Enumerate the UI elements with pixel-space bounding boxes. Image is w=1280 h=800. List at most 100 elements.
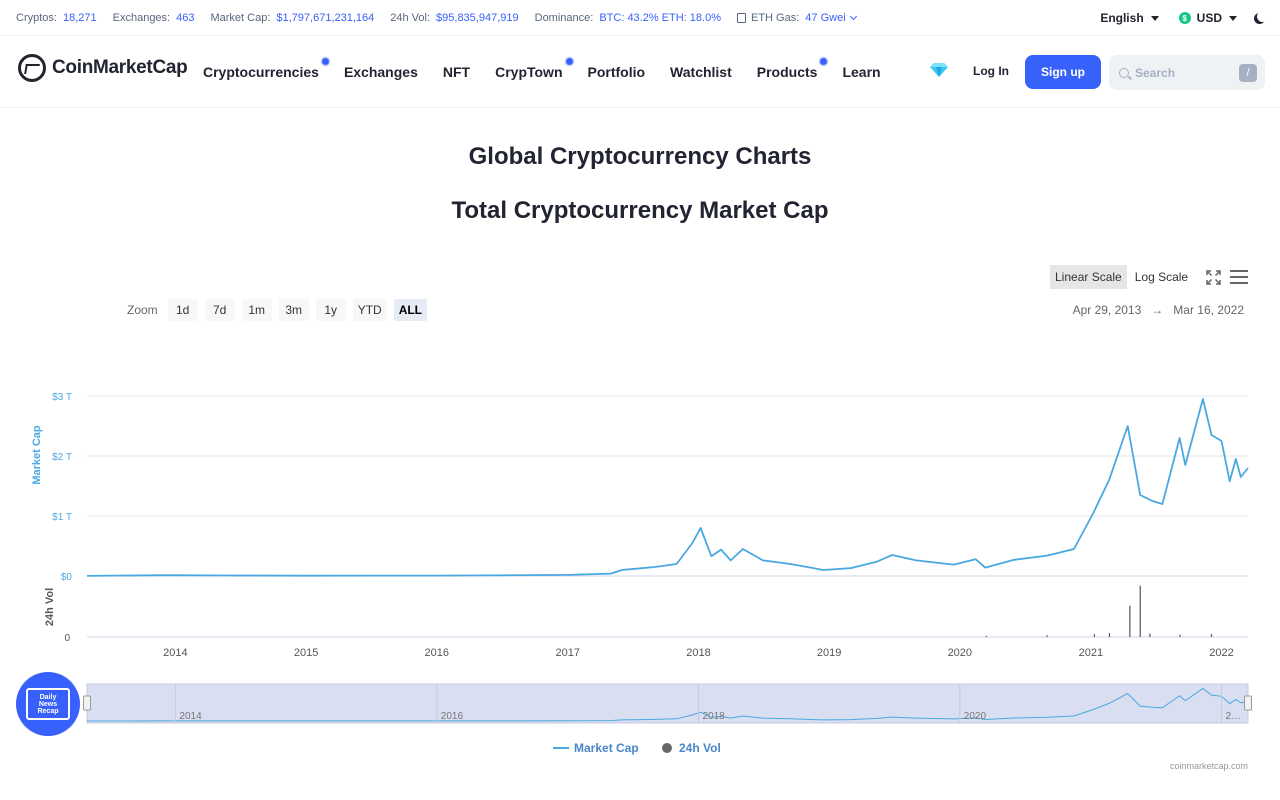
nav-item-label: Products <box>756 64 818 80</box>
coinmarketcap-logo[interactable]: CoinMarketCap <box>18 54 188 82</box>
badge-text: Recap <box>37 707 59 715</box>
y-tick-label: $1 T <box>52 512 72 523</box>
nav-item-portfolio[interactable]: Portfolio <box>588 64 646 80</box>
zoom-3m-button[interactable]: 3m <box>278 299 309 321</box>
zoom-1y-button[interactable]: 1y <box>315 299 346 321</box>
stat-exchanges: Exchanges: 463 <box>113 12 195 24</box>
stat-marketcap-value[interactable]: $1,797,671,231,164 <box>276 11 375 24</box>
y-tick-label: $0 <box>61 572 73 583</box>
chart-title: Total Cryptocurrency Market Cap <box>451 197 829 224</box>
zoom-1m-button[interactable]: 1m <box>241 299 272 321</box>
x-tick-label: 2016 <box>425 647 449 659</box>
stat-cryptos-value[interactable]: 18,271 <box>62 11 97 24</box>
date-range: Apr 29, 2013 → Mar 16, 2022 <box>1073 303 1244 317</box>
x-tick-label: 2015 <box>294 647 318 659</box>
navigator-handle[interactable] <box>1244 695 1252 711</box>
nav-item-watchlist[interactable]: Watchlist <box>670 64 732 80</box>
navigator-tick-label: 2… <box>1226 711 1242 722</box>
logo-text: CoinMarketCap <box>52 57 188 78</box>
new-dot-icon <box>565 58 573 65</box>
stat-gas-value[interactable]: 47 Gwei <box>805 11 846 24</box>
linear-scale-button[interactable]: Linear Scale <box>1050 265 1127 289</box>
caret-down-icon <box>1229 15 1237 21</box>
stat-volume: 24h Vol: $95,835,947,919 <box>390 12 518 24</box>
zoom-ytd-button[interactable]: YTD <box>352 299 387 321</box>
navigator-tick-label: 2014 <box>179 711 202 722</box>
language-selector[interactable]: English <box>1100 11 1159 25</box>
stat-cryptos-label: Cryptos: <box>16 11 57 24</box>
currency-selector[interactable]: $ USD <box>1178 11 1237 25</box>
language-label: English <box>1100 11 1144 25</box>
currency-label: USD <box>1196 11 1222 25</box>
stats-bar-settings: English $ USD <box>1100 0 1264 36</box>
global-stats-bar: Cryptos: 18,271 Exchanges: 463 Market Ca… <box>0 0 1280 36</box>
nav-item-label: Exchanges <box>343 64 418 80</box>
stat-exchanges-label: Exchanges: <box>112 11 171 24</box>
range-to-input[interactable]: Mar 16, 2022 <box>1173 303 1244 317</box>
nav-item-nft[interactable]: NFT <box>443 64 470 80</box>
diamond-icon[interactable] <box>930 62 948 78</box>
x-tick-label: 2020 <box>948 647 972 659</box>
fullscreen-icon[interactable] <box>1206 269 1221 285</box>
stat-dominance: Dominance: BTC: 43.2% ETH: 18.0% <box>535 12 721 24</box>
search-placeholder: Search <box>1135 65 1176 80</box>
legend-item[interactable]: 24h Vol <box>679 741 721 755</box>
nav-item-learn[interactable]: Learn <box>842 64 880 80</box>
dollar-icon: $ <box>1178 12 1191 24</box>
zoom-selector: Zoom 1d 7d 1m 3m 1y YTD ALL <box>127 299 434 321</box>
y-tick-label: $2 T <box>52 452 72 463</box>
scale-toggle: Linear Scale Log Scale <box>1050 265 1249 289</box>
stat-volume-value[interactable]: $95,835,947,919 <box>436 11 519 24</box>
news-film-icon: Daily News Recap <box>26 688 70 720</box>
legend-symbol <box>662 743 672 753</box>
legend-item[interactable]: Market Cap <box>574 741 639 755</box>
y-tick-label: $3 T <box>52 392 72 403</box>
new-dot-icon <box>321 58 329 65</box>
daily-news-recap-button[interactable]: Daily News Recap <box>16 672 80 736</box>
x-tick-label: 2022 <box>1209 647 1233 659</box>
zoom-label: Zoom <box>127 303 158 317</box>
badge-text: Daily <box>39 693 57 701</box>
badge-text: News <box>38 700 58 708</box>
stat-cryptos: Cryptos: 18,271 <box>16 12 97 24</box>
nav-item-label: Watchlist <box>670 64 732 80</box>
log-scale-button[interactable]: Log Scale <box>1134 270 1189 284</box>
navigator-window <box>86 683 1249 724</box>
stat-eth-gas[interactable]: ETH Gas: 47 Gwei <box>737 11 857 24</box>
navigator-tick-label: 2016 <box>441 711 464 722</box>
x-tick-label: 2021 <box>1079 647 1103 659</box>
stat-marketcap: Market Cap: $1,797,671,231,164 <box>210 12 374 24</box>
volume-tick-label: 0 <box>64 633 70 644</box>
x-tick-label: 2014 <box>163 647 187 659</box>
nav-item-exchanges[interactable]: Exchanges <box>344 64 418 80</box>
volume-axis-label: 24h Vol <box>44 588 56 626</box>
stat-volume-label: 24h Vol: <box>390 11 431 24</box>
navigator-handle[interactable] <box>83 695 91 711</box>
stat-exchanges-value[interactable]: 463 <box>176 11 195 24</box>
navigator-line <box>86 687 1249 722</box>
chart-menu-icon[interactable] <box>1230 270 1249 284</box>
nav-item-products[interactable]: Products <box>756 58 828 80</box>
search-box[interactable]: Search / <box>1109 55 1265 90</box>
login-link[interactable]: Log In <box>973 64 1009 78</box>
signup-button[interactable]: Sign up <box>1025 55 1101 89</box>
stat-dominance-label: Dominance: <box>534 11 594 24</box>
nav-item-label: Portfolio <box>587 64 646 80</box>
zoom-all-button[interactable]: ALL <box>393 299 428 321</box>
navigator-tick-label: 2018 <box>702 711 725 722</box>
search-icon <box>1119 67 1129 78</box>
zoom-7d-button[interactable]: 7d <box>204 299 235 321</box>
zoom-1d-button[interactable]: 1d <box>167 299 198 321</box>
nav-item-cryptown[interactable]: CrypTown <box>495 58 573 80</box>
range-from-input[interactable]: Apr 29, 2013 <box>1072 303 1142 317</box>
chart-credit[interactable]: coinmarketcap.com <box>1169 761 1248 771</box>
nav-menu: Cryptocurrencies Exchanges NFT CrypTown … <box>203 36 906 108</box>
x-tick-label: 2019 <box>817 647 841 659</box>
nav-item-label: Learn <box>842 64 881 80</box>
page-title: Global Cryptocurrency Charts <box>468 143 812 170</box>
gas-pump-icon <box>737 12 746 23</box>
stat-dominance-value[interactable]: BTC: 43.2% ETH: 18.0% <box>599 11 721 24</box>
search-shortcut-key: / <box>1239 64 1257 82</box>
nav-item-cryptocurrencies[interactable]: Cryptocurrencies <box>203 58 329 80</box>
